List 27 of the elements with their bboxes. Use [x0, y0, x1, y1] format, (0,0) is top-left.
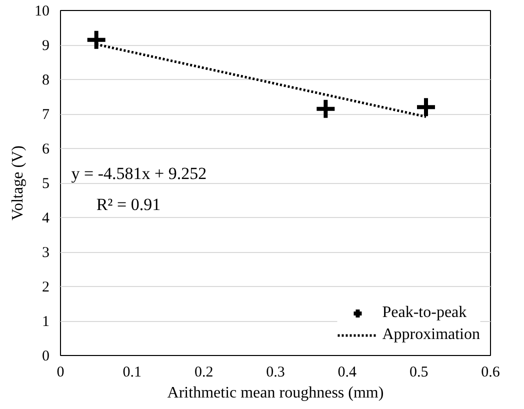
y-tick-label: 5 — [42, 176, 50, 192]
x-tick-label: 0.6 — [481, 364, 500, 380]
y-tick-label: 8 — [42, 72, 50, 88]
legend-label: Peak-to-peak — [382, 304, 467, 322]
point — [85, 28, 108, 51]
y-tick-label: 2 — [42, 280, 50, 296]
x-tick-label: 0.5 — [409, 364, 428, 380]
legend-label: Approximation — [382, 326, 480, 344]
y-axis-title: Voltage (V) — [10, 146, 26, 220]
y-tick-label: 3 — [42, 245, 50, 261]
annotation: y = -4.581x + 9.252 — [71, 164, 207, 183]
y-tick-label: 9 — [42, 38, 50, 54]
point — [314, 98, 337, 120]
x-tick-label: 0.2 — [194, 364, 214, 380]
y-tick-label: 1 — [42, 314, 50, 330]
y-tick-label: 6 — [42, 142, 50, 158]
x-tick-label: 0.4 — [338, 364, 358, 380]
y-tick-label: 10 — [34, 4, 50, 20]
x-tick-label: 0.3 — [266, 364, 285, 380]
y-tick-label: 7 — [42, 107, 50, 123]
y-tick-label: 0 — [42, 348, 50, 364]
x-tick-label: 0.1 — [122, 364, 142, 380]
x-tick-label: 0 — [56, 364, 64, 380]
annotation: R² = 0.91 — [96, 195, 161, 214]
y-tick-label: 4 — [42, 210, 50, 226]
point — [415, 96, 437, 118]
x-axis-title: Arithmetic mean roughness (mm) — [167, 384, 384, 402]
